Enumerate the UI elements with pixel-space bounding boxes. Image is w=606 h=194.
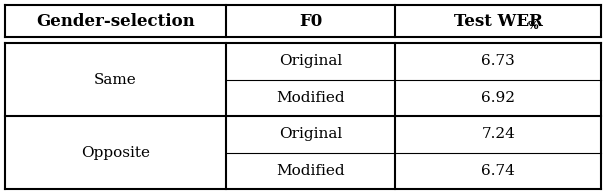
Text: Gender-selection: Gender-selection bbox=[36, 12, 195, 29]
Text: Modified: Modified bbox=[276, 164, 345, 178]
Text: %: % bbox=[528, 20, 539, 31]
Text: Same: Same bbox=[94, 73, 136, 87]
Text: Test WER: Test WER bbox=[454, 12, 542, 29]
Text: 6.92: 6.92 bbox=[481, 91, 515, 105]
Text: 7.24: 7.24 bbox=[481, 127, 515, 141]
Text: Opposite: Opposite bbox=[81, 146, 150, 159]
Text: Original: Original bbox=[279, 54, 342, 68]
Text: 6.73: 6.73 bbox=[481, 54, 515, 68]
Text: 6.74: 6.74 bbox=[481, 164, 515, 178]
Text: Original: Original bbox=[279, 127, 342, 141]
Text: Modified: Modified bbox=[276, 91, 345, 105]
Text: F0: F0 bbox=[299, 12, 322, 29]
